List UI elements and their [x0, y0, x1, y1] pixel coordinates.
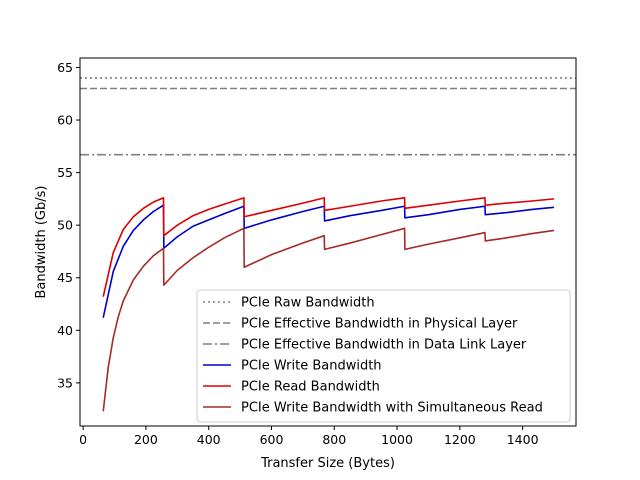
- y-tick-label: 40: [57, 323, 73, 338]
- y-tick-label: 45: [57, 270, 73, 285]
- y-tick-label: 65: [57, 60, 73, 75]
- y-tick-label: 35: [57, 375, 73, 390]
- y-tick-label: 50: [57, 218, 73, 233]
- legend: PCIe Raw Bandwidth PCIe Effective Bandwid…: [196, 289, 571, 423]
- plot-area: [80, 77, 576, 412]
- legend-label: PCIe Effective Bandwidth in Physical Lay…: [241, 317, 518, 332]
- legend-label: PCIe Read Bandwidth: [241, 380, 380, 395]
- series-lines: [102, 197, 555, 412]
- x-axis: 0 200 400 600 800 1000 1200 1400: [79, 426, 539, 447]
- reference-lines: [80, 77, 576, 156]
- y-axis: 35 40 45 50 55 60 65: [57, 60, 80, 390]
- x-tick-label: 1000: [381, 432, 413, 447]
- plot-frame: [79, 57, 577, 427]
- legend-label: PCIe Write Bandwidth with Simultaneous R…: [241, 401, 543, 416]
- x-tick-label: 0: [79, 432, 87, 447]
- series-line: [102, 197, 555, 297]
- legend-box: [196, 289, 571, 423]
- x-axis-title: Transfer Size (Bytes): [260, 456, 395, 471]
- x-tick-label: 200: [134, 432, 158, 447]
- x-tick-label: 400: [197, 432, 221, 447]
- y-tick-label: 55: [57, 165, 73, 180]
- legend-label: PCIe Effective Bandwidth in Data Link La…: [241, 338, 527, 353]
- y-axis-title: Bandwidth (Gb/s): [34, 186, 49, 299]
- x-tick-label: 1200: [444, 432, 476, 447]
- series-line: [102, 204, 555, 318]
- x-tick-label: 1400: [507, 432, 539, 447]
- y-tick-label: 60: [57, 113, 73, 128]
- legend-label: PCIe Write Bandwidth: [241, 359, 382, 374]
- x-tick-label: 800: [322, 432, 346, 447]
- series-line: [102, 227, 555, 412]
- legend-label: PCIe Raw Bandwidth: [241, 296, 375, 311]
- x-tick-label: 600: [260, 432, 284, 447]
